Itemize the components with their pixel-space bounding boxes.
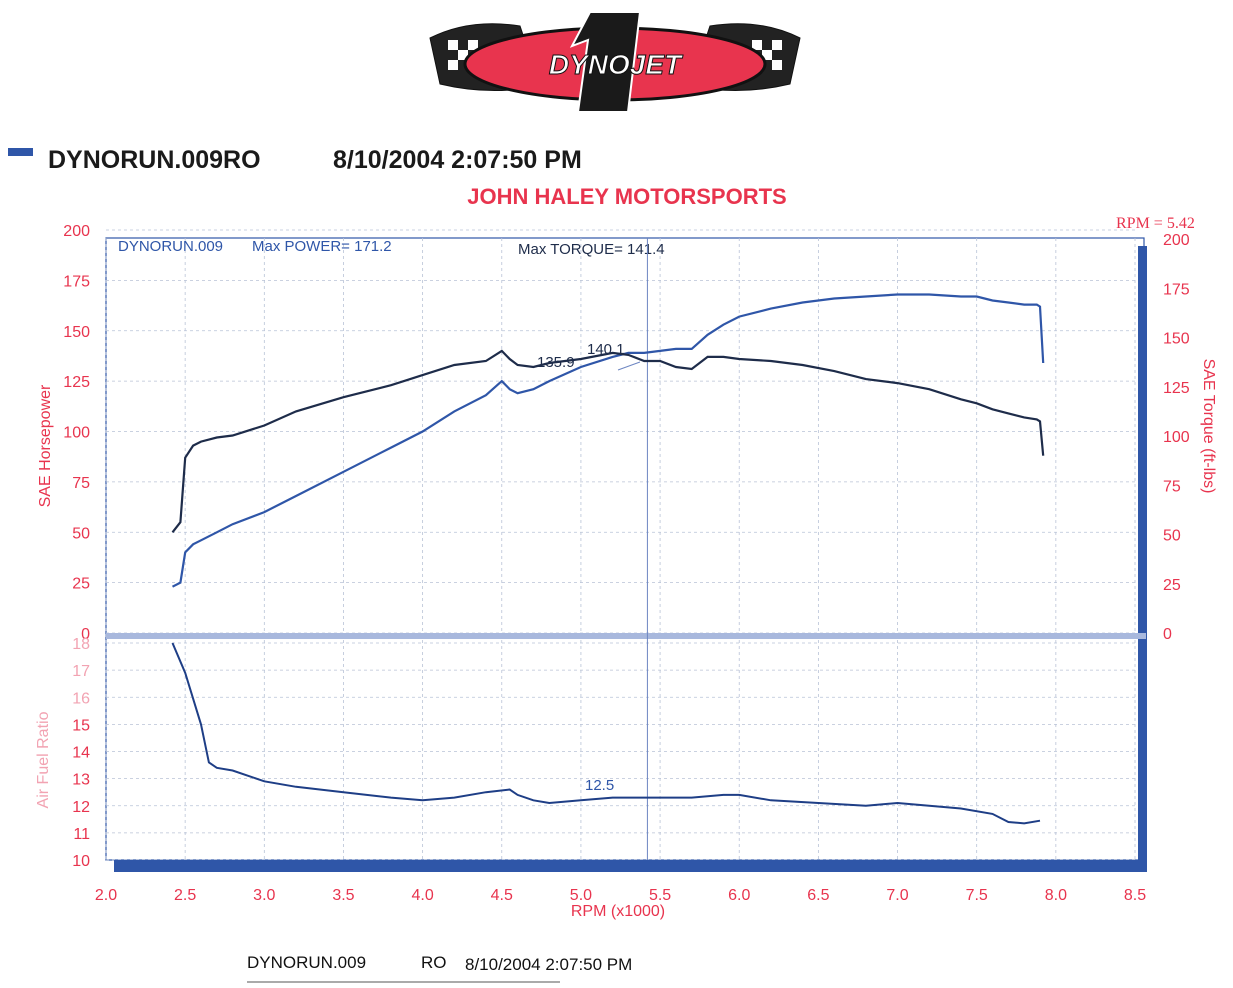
x-tick-label: 8.5: [1124, 887, 1146, 904]
footer-datetime: 8/10/2004 2:07:50 PM: [465, 955, 632, 974]
afr-axis-title: Air Fuel Ratio: [35, 711, 52, 808]
hp-tick-label: 50: [72, 525, 90, 542]
afr-tick-label: 17: [72, 663, 90, 680]
footer-code: RO: [421, 953, 447, 972]
torque-axis-title: SAE Torque (ft-lbs): [1200, 359, 1217, 494]
x-tick-label: 4.5: [491, 887, 513, 904]
panel-divider: [106, 633, 1146, 639]
box-max-torque: Max TORQUE= 141.4: [518, 241, 665, 258]
x-tick-label: 7.0: [886, 887, 908, 904]
x-tick-label: 5.5: [649, 887, 671, 904]
header-run-id: DYNORUN.009RO: [48, 146, 261, 174]
x-tick-label: 4.0: [411, 887, 433, 904]
rpm-cursor-readout: RPM = 5.42: [1116, 215, 1195, 232]
right-frame-bar: [1138, 246, 1147, 872]
footer-run: DYNORUN.009: [247, 953, 366, 972]
torque-tick-label: 125: [1163, 380, 1190, 397]
afr-tick-label: 16: [72, 690, 90, 707]
afr-tick-label: 11: [73, 826, 90, 843]
afr-tick-label: 18: [72, 636, 90, 653]
header-datetime: 8/10/2004 2:07:50 PM: [333, 146, 582, 174]
hp-tick-label: 200: [63, 223, 90, 240]
x-tick-label: 7.5: [966, 887, 988, 904]
x-tick-label: 8.0: [1045, 887, 1067, 904]
torque-tick-label: 200: [1163, 232, 1190, 249]
hp-tick-label: 175: [63, 273, 90, 290]
plot-area: [105, 229, 1147, 872]
x-tick-label: 5.0: [570, 887, 592, 904]
power-curve: [171, 293, 1045, 588]
x-tick-label: 3.5: [332, 887, 354, 904]
hp-tick-label: 25: [72, 576, 90, 593]
x-tick-label: 6.0: [728, 887, 750, 904]
bottom-frame-bar: [114, 860, 1147, 872]
x-tick-label: 3.0: [253, 887, 275, 904]
dynojet-logo: DYNOJET: [429, 11, 801, 113]
torque-tick-label: 150: [1163, 331, 1190, 348]
x-tick-label: 6.5: [807, 887, 829, 904]
afr-tick-label: 15: [72, 717, 90, 734]
hp-axis-title: SAE Horsepower: [37, 384, 54, 507]
torque-axis-ticks: 0 25 50 75 100 125 150 175 200: [1163, 232, 1190, 643]
hp-tick-label: 125: [63, 374, 90, 391]
hp-tick-label: 75: [72, 475, 90, 492]
hp-tick-label: 100: [63, 425, 90, 442]
afr-tick-label: 13: [72, 772, 90, 789]
afr-tick-label: 12: [72, 799, 90, 816]
plot-frame: [105, 237, 1145, 861]
torque-tick-label: 175: [1163, 281, 1190, 298]
afr-annotation: 12.5: [585, 777, 614, 794]
torque-tick-label: 75: [1163, 478, 1181, 495]
shop-title: JOHN HALEY MOTORSPORTS: [467, 184, 786, 209]
hp-tick-label: 0: [81, 626, 90, 643]
afr-axis-ticks: 10 11 12 13 14 15 16 17 18: [72, 636, 90, 870]
torque-tick-label: 100: [1163, 429, 1190, 446]
annotation-leader: [617, 361, 641, 371]
logo-text: DYNOJET: [549, 49, 684, 80]
torque-tick-label: 50: [1163, 528, 1181, 545]
box-run-label: DYNORUN.009: [118, 238, 223, 255]
x-axis-title: RPM (x1000): [571, 903, 665, 920]
hp-axis-ticks: 0 25 50 75 100 125 150 175 200: [63, 223, 90, 643]
x-tick-label: 2.0: [95, 887, 117, 904]
torque-curve: [171, 349, 1045, 533]
torque-tick-label: 25: [1163, 577, 1181, 594]
torque-tick-label: 0: [1163, 626, 1172, 643]
x-axis-ticks: 2.0 2.5 3.0 3.5 4.0 4.5 5.0 5.5 6.0 6.5 7.0 7.5 8.0 8…: [95, 887, 1146, 904]
afr-curve: [171, 642, 1041, 825]
afr-tick-label: 14: [72, 745, 90, 762]
x-tick-label: 2.5: [174, 887, 196, 904]
box-max-power: Max POWER= 171.2: [252, 238, 392, 255]
logo-numeral-one: [569, 11, 642, 113]
hp-tick-label: 150: [63, 324, 90, 341]
afr-tick-label: 10: [72, 853, 90, 870]
run-color-swatch: [8, 148, 33, 156]
power-annotation-140-1: 140.1: [587, 341, 625, 358]
torque-annotation-135-9: 135.9: [537, 354, 575, 371]
